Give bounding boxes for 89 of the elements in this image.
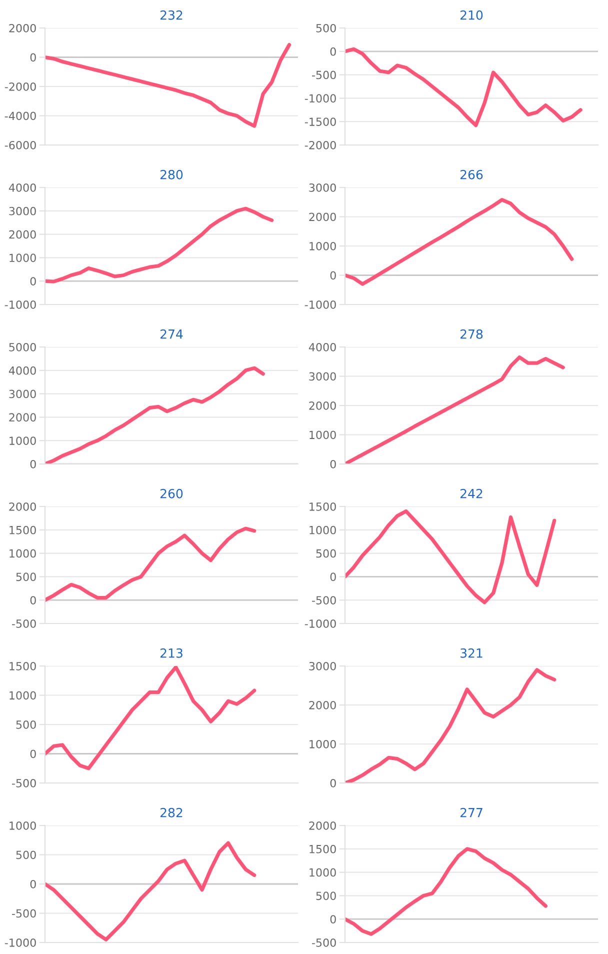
y-tick-label: 500 (16, 720, 36, 729)
y-tick-label: 4000 (308, 342, 336, 352)
chart-title: 274 (160, 329, 183, 339)
y-tick-label: 1500 (310, 844, 336, 854)
chart-title: 232 (160, 10, 182, 20)
y-tick-label: 1000 (310, 868, 336, 877)
y-tick-label: 1000 (10, 821, 36, 830)
y-tick-label: -500 (12, 909, 36, 918)
y-tick-label: -1000 (4, 300, 36, 309)
y-tick-label: -2000 (304, 140, 336, 150)
y-tick-label: -6000 (4, 140, 36, 150)
y-tick-label: 0 (30, 750, 36, 758)
line-series (45, 526, 256, 602)
y-tick-label: 0 (30, 277, 36, 286)
y-tick-label: -500 (312, 596, 336, 604)
y-tick-label: 0 (330, 47, 336, 56)
y-tick-label: -1000 (4, 938, 36, 947)
line-series (45, 43, 292, 128)
y-tick-label: 3000 (309, 372, 336, 381)
line-series (45, 666, 256, 770)
line-series (45, 366, 265, 464)
y-tick-label: 1000 (10, 691, 36, 700)
y-tick-label: 1500 (10, 662, 36, 670)
y-tick-label: 1000 (310, 430, 336, 440)
y-tick-label: 500 (316, 549, 336, 558)
y-tick-label: -1000 (304, 94, 336, 103)
y-tick-label: 1000 (310, 740, 336, 748)
y-tick-label: 0 (30, 596, 36, 604)
line-series (45, 206, 274, 284)
chart-title: 321 (460, 648, 482, 658)
y-tick-label: 1000 (310, 526, 336, 534)
y-tick-label: -2000 (4, 82, 36, 91)
y-tick-label: 0 (330, 778, 336, 788)
y-tick-label: 2000 (9, 502, 36, 511)
y-tick-label: 2000 (9, 413, 36, 422)
chart-title: 278 (460, 329, 483, 339)
line-series (345, 355, 565, 464)
line-series (345, 509, 556, 604)
y-tick-label: -1000 (304, 619, 336, 628)
y-tick-label: 5000 (9, 342, 36, 352)
y-tick-label: -1500 (304, 118, 336, 126)
y-tick-label: 4000 (8, 366, 36, 375)
y-tick-label: 500 (316, 24, 336, 32)
y-tick-label: 4000 (8, 183, 36, 192)
chart-title: 282 (160, 808, 182, 818)
y-tick-label: 500 (16, 572, 36, 582)
y-tick-label: 2000 (309, 700, 336, 710)
line-series (45, 841, 256, 942)
y-tick-label: 2000 (309, 401, 336, 410)
y-tick-label: 0 (330, 572, 336, 582)
chart-title: 266 (460, 170, 483, 180)
line-series (345, 668, 556, 783)
y-tick-label: 2000 (309, 212, 336, 222)
y-tick-label: 1500 (10, 526, 36, 534)
y-tick-label: 1000 (10, 436, 36, 445)
y-tick-label: 1500 (310, 502, 336, 511)
y-tick-label: 0 (30, 460, 36, 468)
y-tick-label: 0 (330, 460, 336, 468)
chart-title: 210 (460, 10, 483, 20)
chart-title: 280 (160, 170, 183, 180)
y-tick-label: -4000 (4, 112, 36, 120)
y-tick-label: 3000 (9, 206, 36, 216)
line-series (345, 847, 548, 936)
y-tick-label: 3000 (309, 662, 336, 670)
chart-title: 260 (160, 488, 183, 498)
y-tick-label: -500 (12, 778, 36, 788)
y-tick-label: 1000 (10, 549, 36, 558)
chart-title: 242 (460, 488, 482, 498)
y-tick-label: -500 (312, 70, 336, 80)
y-tick-label: 3000 (9, 390, 36, 398)
y-tick-label: 0 (330, 915, 336, 924)
y-tick-label: 2000 (309, 821, 336, 830)
y-tick-label: 0 (30, 53, 36, 62)
y-tick-label: 2000 (9, 24, 36, 32)
line-series (345, 47, 582, 128)
line-series (345, 198, 574, 286)
y-tick-label: 500 (16, 850, 36, 860)
y-tick-label: -500 (12, 619, 36, 628)
y-tick-label: 2000 (9, 230, 36, 239)
y-tick-label: 0 (30, 880, 36, 888)
y-tick-label: 1000 (10, 254, 36, 262)
y-tick-label: 0 (330, 271, 336, 280)
y-tick-label: -500 (312, 938, 336, 947)
y-tick-label: -1000 (304, 300, 336, 309)
chart-title: 277 (460, 808, 482, 818)
y-tick-label: 500 (316, 892, 336, 900)
y-tick-label: 3000 (309, 183, 336, 192)
y-tick-label: 1000 (310, 242, 336, 250)
chart-title: 213 (160, 648, 182, 658)
